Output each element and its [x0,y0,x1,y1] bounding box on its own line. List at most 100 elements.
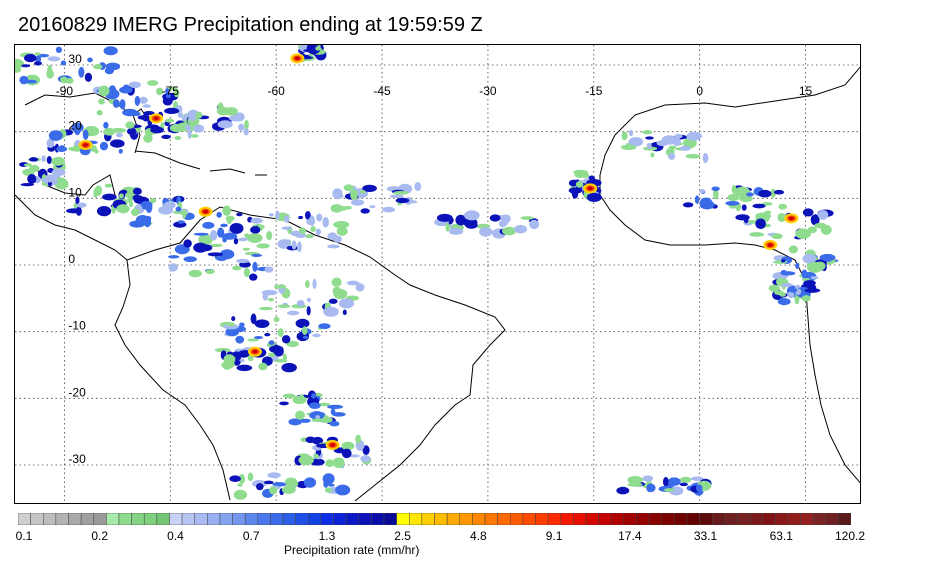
coastline-africa-north [614,66,860,136]
precip-cell [287,310,300,316]
precip-cell [685,153,701,159]
precip-cell [242,247,250,251]
precip-cell [727,193,740,202]
precip-cell [41,155,46,162]
precip-cell [236,364,253,372]
colorbar-bin [358,513,372,525]
precip-cell [802,253,816,264]
colorbar-bin [409,513,423,525]
longitude-label: 15 [799,84,813,98]
precip-cell [179,211,189,215]
precip-cell [628,129,634,137]
precip-cell [298,227,307,235]
precip-cell [324,487,333,493]
longitude-label: -45 [373,84,391,98]
precip-cell [226,218,232,225]
precip-cell [46,69,54,79]
precip-cell [137,115,150,120]
precip-cell [158,205,174,215]
colorbar-bin [18,513,31,525]
precip-cell [355,434,361,444]
precip-cell [275,210,280,220]
precip-cell [47,56,61,62]
colorbar-bin [825,513,839,525]
page-title: 20160829 IMERG Precipitation ending at 1… [18,14,483,36]
precip-cell [269,345,284,353]
precip-cell [382,206,396,213]
precip-cell [60,76,68,84]
colorbar-bin [459,513,473,525]
colorbar-bin [257,513,271,525]
precip-cell [222,324,239,330]
precip-cell [650,152,655,158]
precip-cell [395,197,410,204]
precip-cell [755,218,766,230]
colorbar-bin [560,513,574,525]
precip-cell [164,107,180,115]
colorbar-tick-label: 63.1 [769,529,793,543]
longitude-label: -30 [479,84,497,98]
precip-cell [273,284,287,289]
precip-cell [369,205,376,209]
precip-cell [362,184,377,193]
precip-cell [205,269,215,275]
precip-cell [134,95,141,107]
coastline-hispaniola [209,168,246,174]
precip-cell [74,125,81,136]
precip-cell [318,402,331,407]
colorbar-bin [143,513,158,525]
colorbar-bin [749,513,763,525]
precip-cell [226,351,234,356]
precip-cell [628,137,644,147]
precip-cell [616,486,630,495]
precip-cell [313,453,319,459]
precip-cell [131,111,141,117]
precip-cell [806,262,823,273]
precip-cell [672,137,681,147]
colorbar-bin [446,513,460,525]
precip-cell [258,306,273,311]
precip-cell [690,476,704,481]
precip-cell [102,193,117,201]
colorbar-bin [106,513,120,525]
colorbar-tick-label: 1.3 [318,529,336,543]
precip-cell [335,484,351,496]
precip-cell [46,138,55,149]
precip-cell [389,194,404,199]
precip-cell [501,226,517,236]
precip-cell [741,204,747,211]
precip-cell [794,293,800,305]
precip-cell [795,262,800,270]
precip-cell [165,93,171,99]
precip-cell [28,157,39,162]
precip-cell [746,192,754,197]
precip-cell [436,213,453,222]
colorbar-bin [623,513,637,525]
precip-cell [295,410,305,420]
precip-cell [291,240,297,250]
precip-cell [116,204,130,214]
precip-cell [193,232,209,236]
colorbar-bin [472,513,486,525]
colorbar-bin [535,513,549,525]
precipitation-map[interactable]: -90 -75 -60 -45 -30 -15 0 15 30 20 10 0 -10 -20 -30 [14,44,861,504]
map-axis-labels: -90 -75 -60 -45 -30 -15 0 15 30 20 10 0 -10 -20 -30 [56,52,813,466]
colorbar-bin [522,513,536,525]
precip-cell [711,186,720,192]
precip-cell [268,340,275,345]
precip-cell [787,291,795,299]
precip-cell [312,333,321,338]
precip-cell [306,306,311,316]
precip-cell [177,112,184,118]
precip-cell [135,126,141,133]
precip-cell [161,134,171,140]
precip-cell [349,454,360,458]
precip-cell [214,348,231,353]
precip-cell [41,177,57,183]
precip-cell [777,298,791,306]
precip-cell [243,267,251,278]
precip-cell [771,233,783,240]
precip-cell [284,477,298,487]
precip-cell [247,472,254,482]
precip-cell [514,224,528,234]
